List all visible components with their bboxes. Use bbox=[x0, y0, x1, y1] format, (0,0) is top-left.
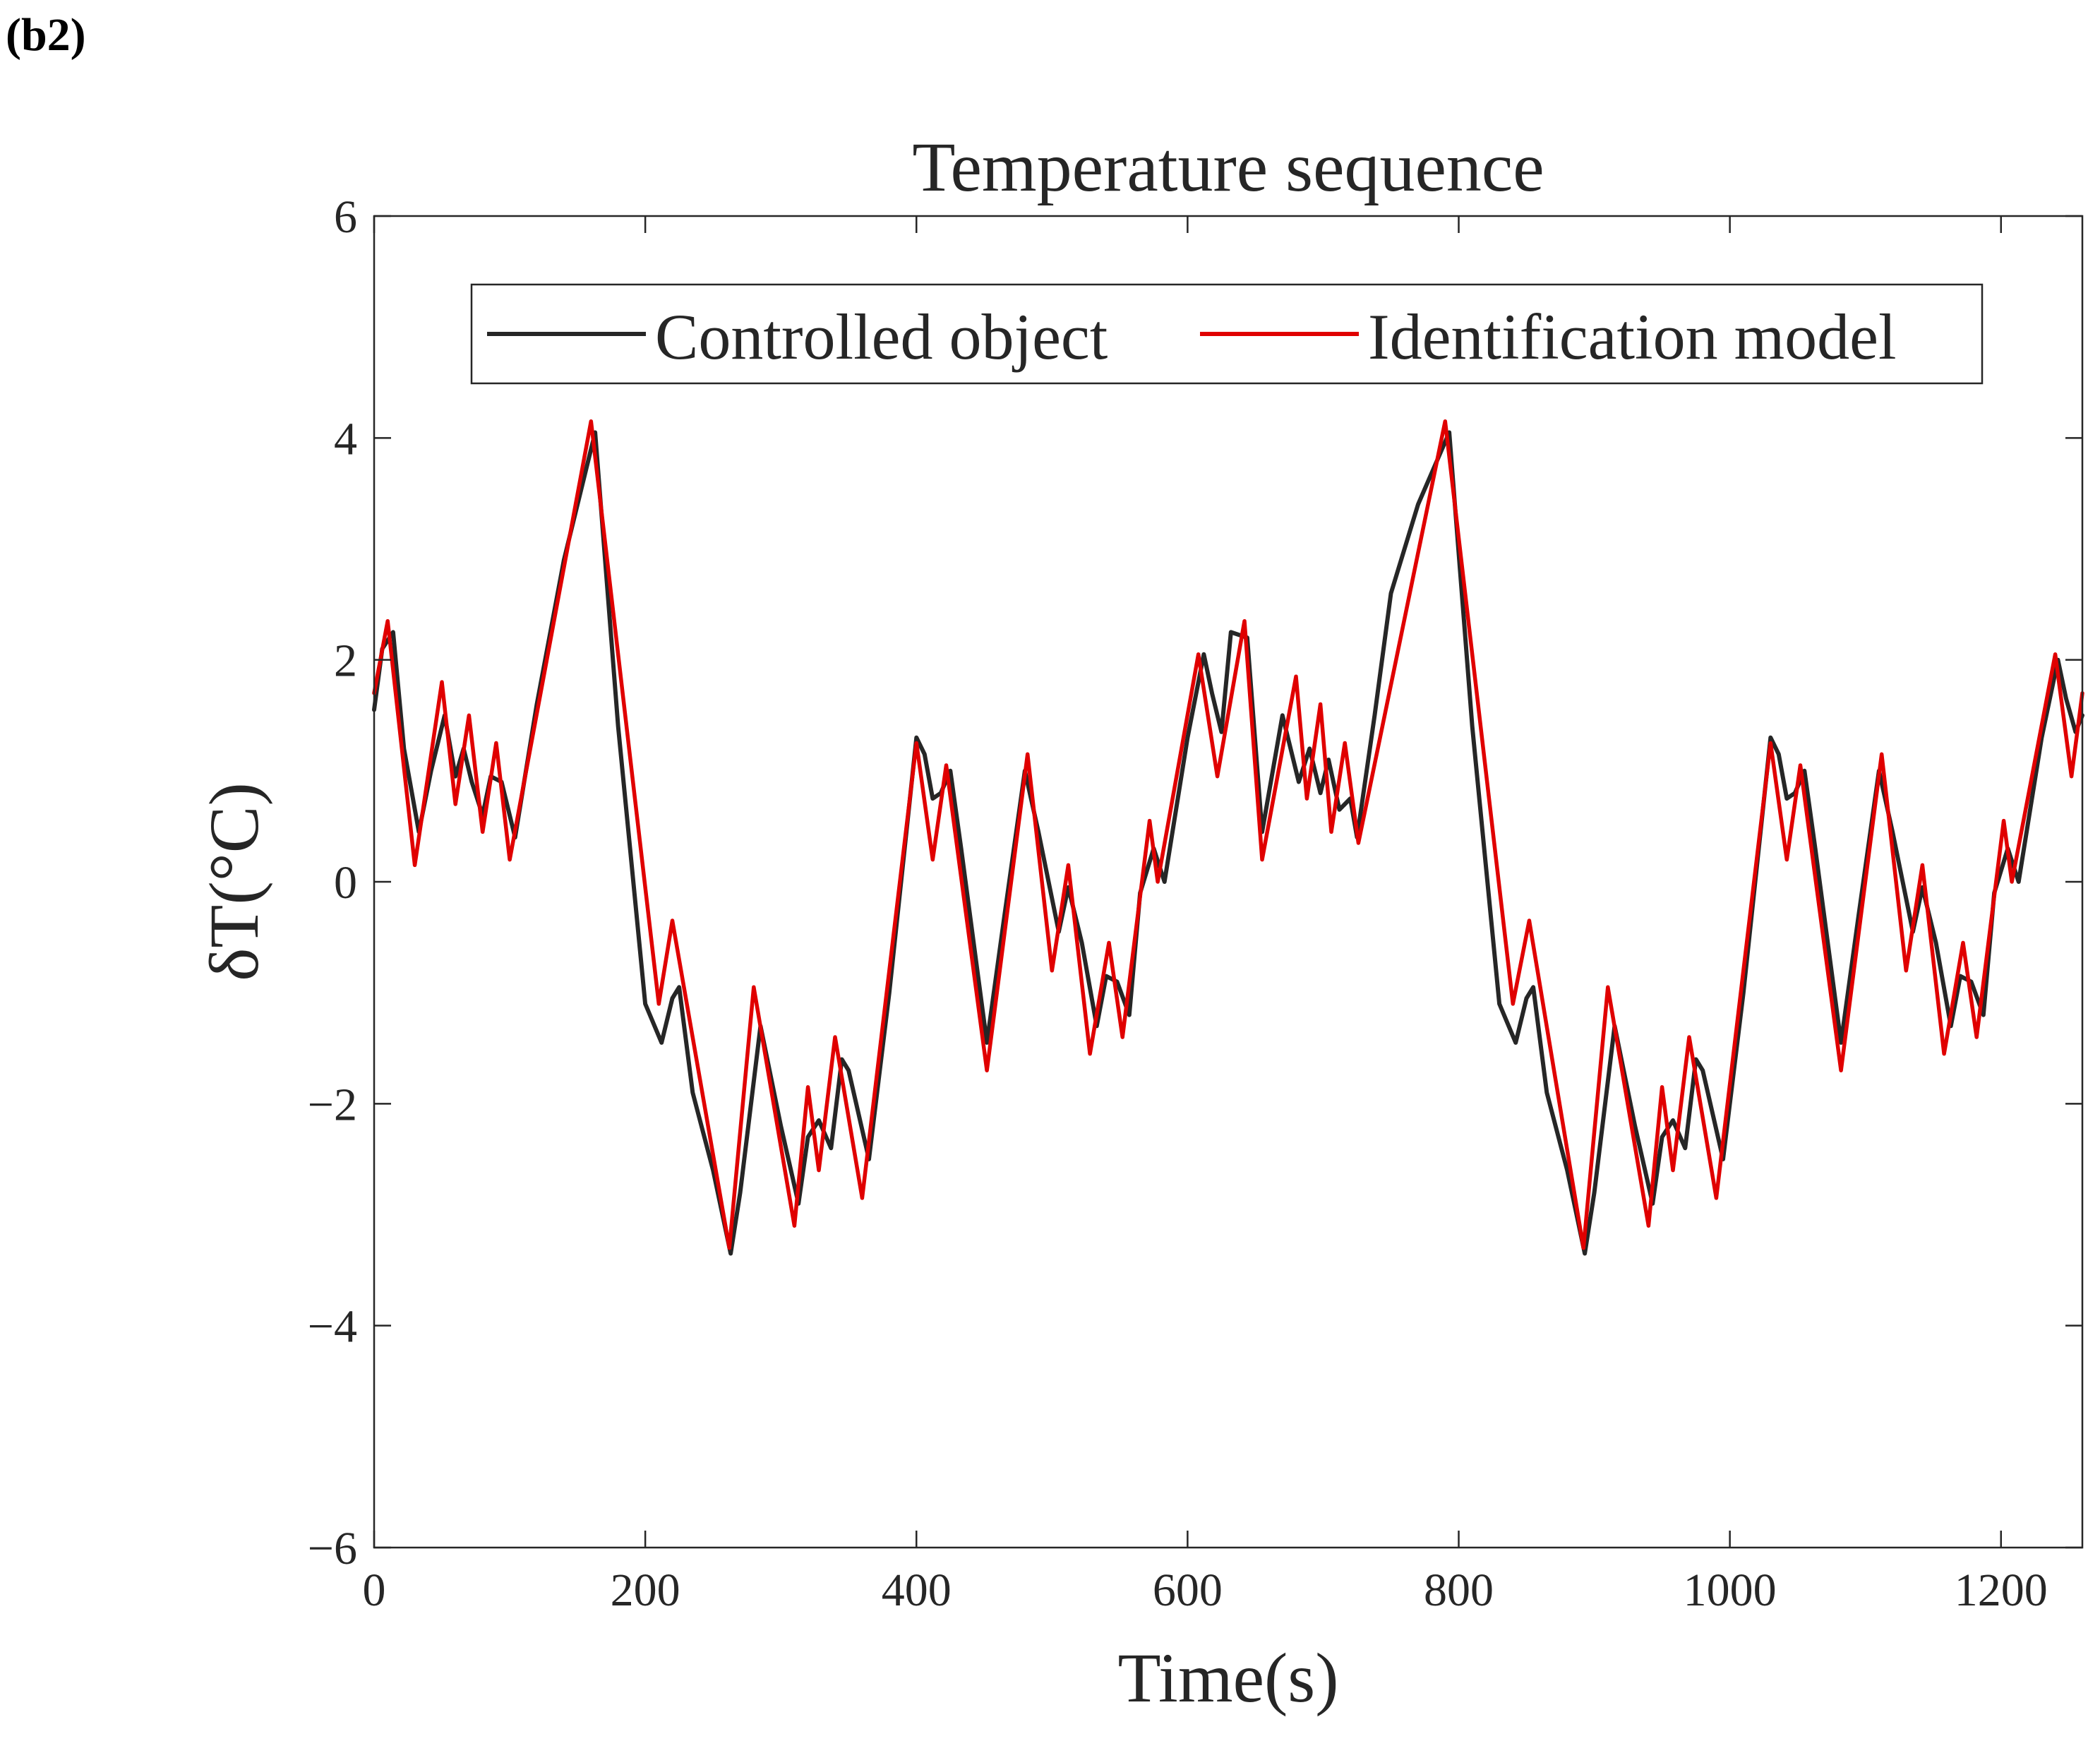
x-tick-label-4: 800 bbox=[1424, 1564, 1494, 1616]
legend: Controlled object Identification model bbox=[470, 283, 1984, 385]
legend-label-controlled-object: Controlled object bbox=[655, 301, 1108, 373]
y-tick-label-4: −2 bbox=[308, 1079, 357, 1130]
y-tick-label-0: 6 bbox=[334, 191, 357, 243]
x-tick-label-1: 200 bbox=[611, 1564, 680, 1616]
x-tick-label-6: 1200 bbox=[1955, 1564, 2048, 1616]
series-line-identification-model bbox=[372, 419, 2084, 1250]
y-tick-label-5: −4 bbox=[308, 1301, 357, 1353]
y-tick-label-3: 0 bbox=[334, 857, 357, 909]
series-line-controlled-object bbox=[372, 430, 2084, 1256]
x-tick-label-2: 400 bbox=[882, 1564, 952, 1616]
legend-label-identification-model: Identification model bbox=[1368, 301, 1897, 373]
tick-layer: 0 200 400 600 800 1000 1200 6 4 2 0 −2 −4 −6 bbox=[308, 191, 2082, 1616]
x-axis-label: Time(s) bbox=[1117, 1639, 1338, 1717]
y-tick-label-6: −6 bbox=[308, 1523, 357, 1574]
series-layer bbox=[372, 419, 2084, 1256]
x-tick-label-0: 0 bbox=[363, 1564, 386, 1616]
y-tick-label-2: 2 bbox=[334, 635, 357, 687]
panel-label: (b2) bbox=[6, 9, 86, 61]
x-tick-label-5: 1000 bbox=[1684, 1564, 1777, 1616]
y-tick-label-1: 4 bbox=[334, 413, 357, 465]
y-axis-label: δT(°C) bbox=[195, 782, 273, 981]
x-tick-label-3: 600 bbox=[1153, 1564, 1223, 1616]
chart-title: Temperature sequence bbox=[912, 128, 1544, 206]
plot-area bbox=[374, 216, 2082, 1548]
